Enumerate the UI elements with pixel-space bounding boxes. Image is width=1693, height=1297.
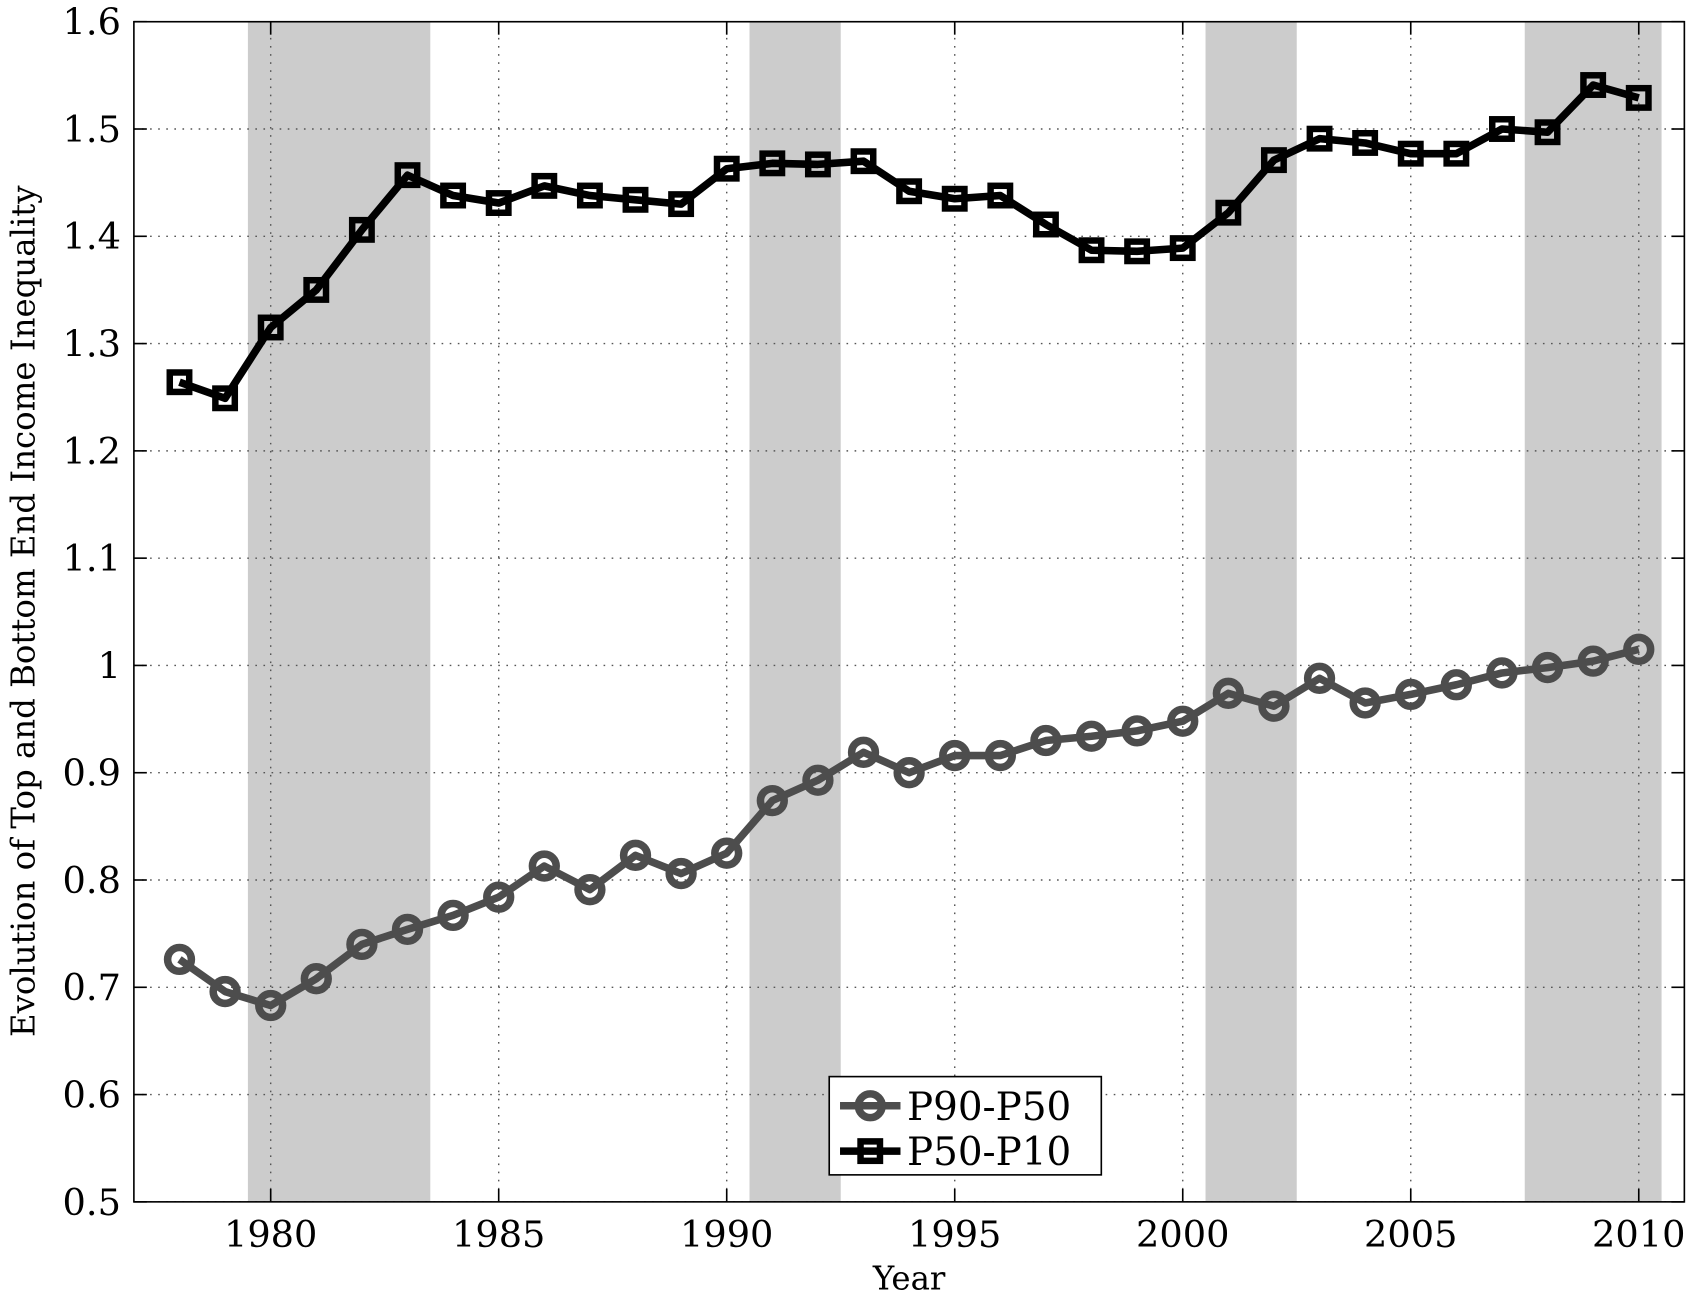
y-tick-label: 1.5 — [63, 108, 121, 151]
data-point-p50-p10 — [941, 185, 968, 212]
data-point-p50-p10 — [850, 148, 877, 175]
data-point-p90-p50 — [437, 899, 469, 932]
data-point-p90-p50 — [346, 928, 378, 961]
data-point-p90-p50 — [1030, 724, 1062, 757]
x-tick-label: 1990 — [680, 1213, 773, 1256]
data-point-p90-p50 — [893, 757, 925, 789]
data-point-p50-p10 — [896, 178, 923, 205]
data-point-p90-p50 — [619, 839, 652, 871]
data-point-p50-p10 — [348, 216, 375, 243]
data-point-p90-p50 — [528, 850, 560, 882]
data-point-p90-p50 — [1121, 715, 1153, 747]
x-tick-label: 1995 — [908, 1213, 1001, 1256]
data-point-p90-p50 — [711, 837, 743, 869]
legend-label-p50-p10: P50-P10 — [907, 1130, 1071, 1175]
data-point-p90-p50 — [163, 943, 196, 976]
x-tick-label: 1985 — [452, 1213, 545, 1256]
y-tick-label: 0.8 — [63, 859, 121, 902]
y-tick-label: 1.1 — [63, 537, 121, 580]
data-point-p50-p10 — [1124, 238, 1151, 265]
data-point-p90-p50 — [984, 739, 1016, 772]
data-point-p50-p10 — [759, 150, 786, 177]
legend-label-p90-p50: P90-P50 — [907, 1085, 1071, 1130]
data-point-p90-p50 — [255, 989, 287, 1022]
data-point-p50-p10 — [212, 385, 239, 412]
legend-circle-marker — [854, 1090, 886, 1122]
data-point-p90-p50 — [665, 857, 697, 890]
data-point-p50-p10 — [713, 155, 740, 182]
data-point-p50-p10 — [394, 162, 421, 189]
data-point-p50-p10 — [1625, 84, 1652, 111]
series-line-p50-p10 — [178, 81, 1640, 403]
data-point-p50-p10 — [1215, 199, 1242, 226]
data-point-p90-p50 — [1531, 651, 1564, 684]
recession-band — [1205, 21, 1297, 1202]
data-point-p90-p50 — [1395, 678, 1427, 711]
x-tick-label: 2000 — [1136, 1213, 1229, 1256]
data-point-p50-p10 — [1580, 72, 1607, 98]
y-tick-label: 1.3 — [63, 323, 121, 366]
data-point-p90-p50 — [847, 736, 880, 768]
data-point-p90-p50 — [1440, 669, 1473, 701]
x-tick-label: 2010 — [1592, 1213, 1685, 1256]
y-tick-label: 1.4 — [63, 215, 121, 258]
recession-band — [247, 21, 431, 1202]
data-point-p50-p10 — [1488, 116, 1515, 142]
data-point-p50-p10 — [1397, 140, 1424, 167]
data-point-p90-p50 — [1349, 687, 1381, 719]
data-point-p90-p50 — [802, 764, 834, 796]
data-point-p50-p10 — [622, 186, 649, 213]
data-point-p50-p10 — [1032, 211, 1059, 238]
legend: P90-P50 P50-P10 — [828, 1075, 1103, 1176]
y-tick-label: 0.6 — [63, 1074, 121, 1117]
y-tick-label: 0.9 — [63, 752, 121, 795]
data-point-p90-p50 — [483, 881, 515, 913]
data-point-p90-p50 — [1075, 720, 1108, 752]
data-point-p90-p50 — [1486, 657, 1518, 689]
data-point-p50-p10 — [303, 276, 330, 303]
data-point-p90-p50 — [939, 739, 971, 772]
data-point-p50-p10 — [668, 191, 695, 218]
data-point-p90-p50 — [1258, 690, 1290, 722]
data-point-p90-p50 — [574, 874, 606, 906]
y-axis-label: Evolution of Top and Bottom End Income I… — [5, 185, 43, 1037]
data-point-p50-p10 — [257, 314, 284, 341]
data-point-p90-p50 — [1623, 633, 1655, 665]
data-point-p90-p50 — [1167, 705, 1199, 737]
data-point-p50-p10 — [485, 190, 512, 216]
data-point-p90-p50 — [391, 913, 424, 946]
y-tick-label: 1.2 — [63, 430, 121, 473]
y-tick-label: 1.6 — [63, 1, 121, 44]
x-tick-label: 1980 — [224, 1213, 317, 1256]
data-point-p50-p10 — [987, 182, 1014, 209]
plot-frame — [133, 20, 1686, 1203]
data-point-p90-p50 — [756, 784, 788, 817]
y-tick-label: 0.5 — [63, 1181, 121, 1224]
data-point-p50-p10 — [804, 151, 831, 178]
x-tick-label: 2005 — [1364, 1213, 1457, 1256]
data-point-p50-p10 — [1534, 119, 1561, 146]
data-point-p50-p10 — [531, 172, 558, 199]
recession-band — [749, 21, 841, 1202]
recession-band — [1524, 21, 1662, 1202]
data-point-p50-p10 — [166, 369, 193, 396]
y-tick-label: 1 — [98, 644, 121, 687]
data-point-p50-p10 — [1260, 147, 1287, 174]
data-point-p90-p50 — [209, 975, 241, 1008]
data-point-p50-p10 — [1443, 140, 1470, 167]
data-point-p50-p10 — [440, 182, 467, 209]
data-point-p50-p10 — [1169, 235, 1196, 262]
data-point-p90-p50 — [1212, 677, 1244, 709]
data-point-p50-p10 — [1078, 237, 1105, 264]
data-point-p90-p50 — [1577, 645, 1609, 677]
y-tick-label: 0.7 — [63, 966, 121, 1009]
data-point-p90-p50 — [1303, 662, 1336, 694]
legend-square-marker — [857, 1138, 884, 1165]
x-axis-label: Year — [872, 1259, 946, 1297]
data-point-p50-p10 — [1352, 129, 1379, 156]
data-point-p50-p10 — [576, 182, 603, 209]
data-point-p50-p10 — [1306, 125, 1333, 152]
data-point-p90-p50 — [300, 963, 332, 995]
